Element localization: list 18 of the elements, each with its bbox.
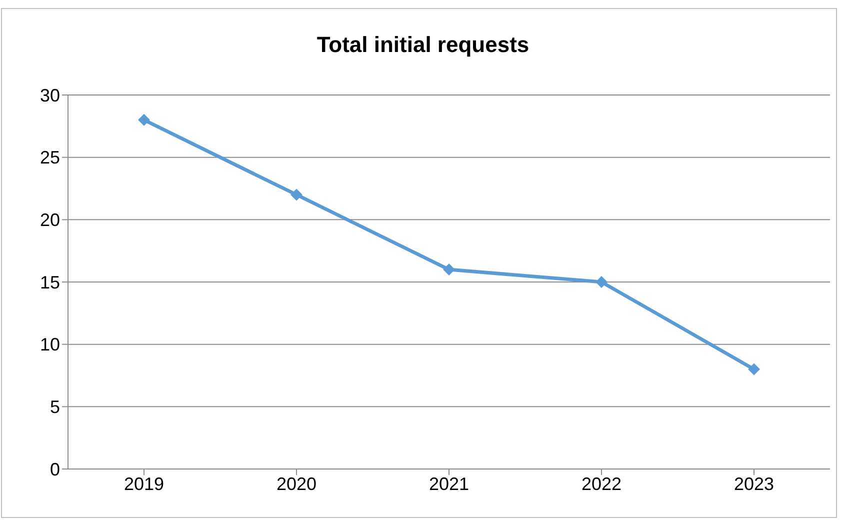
point <box>443 264 455 276</box>
point <box>748 363 760 376</box>
y-tick-label: 0 <box>50 459 60 480</box>
point <box>596 276 608 288</box>
x-tick-label: 2020 <box>276 474 317 494</box>
x-tick-label: 2021 <box>428 474 470 494</box>
point <box>138 114 150 126</box>
y-tick-label: 15 <box>40 272 60 292</box>
y-tick-label: 20 <box>40 210 60 230</box>
y-tick-label: 5 <box>50 397 60 418</box>
x-tick-label: 2023 <box>734 474 774 494</box>
chart-title: Total initial requests <box>316 32 530 58</box>
x-tick-label: 2022 <box>581 474 622 494</box>
x-tick-label: 2019 <box>124 474 164 494</box>
y-tick-label: 25 <box>40 148 60 168</box>
y-tick-label: 30 <box>40 85 60 106</box>
y-tick-label: 10 <box>40 334 60 355</box>
point <box>290 188 302 201</box>
